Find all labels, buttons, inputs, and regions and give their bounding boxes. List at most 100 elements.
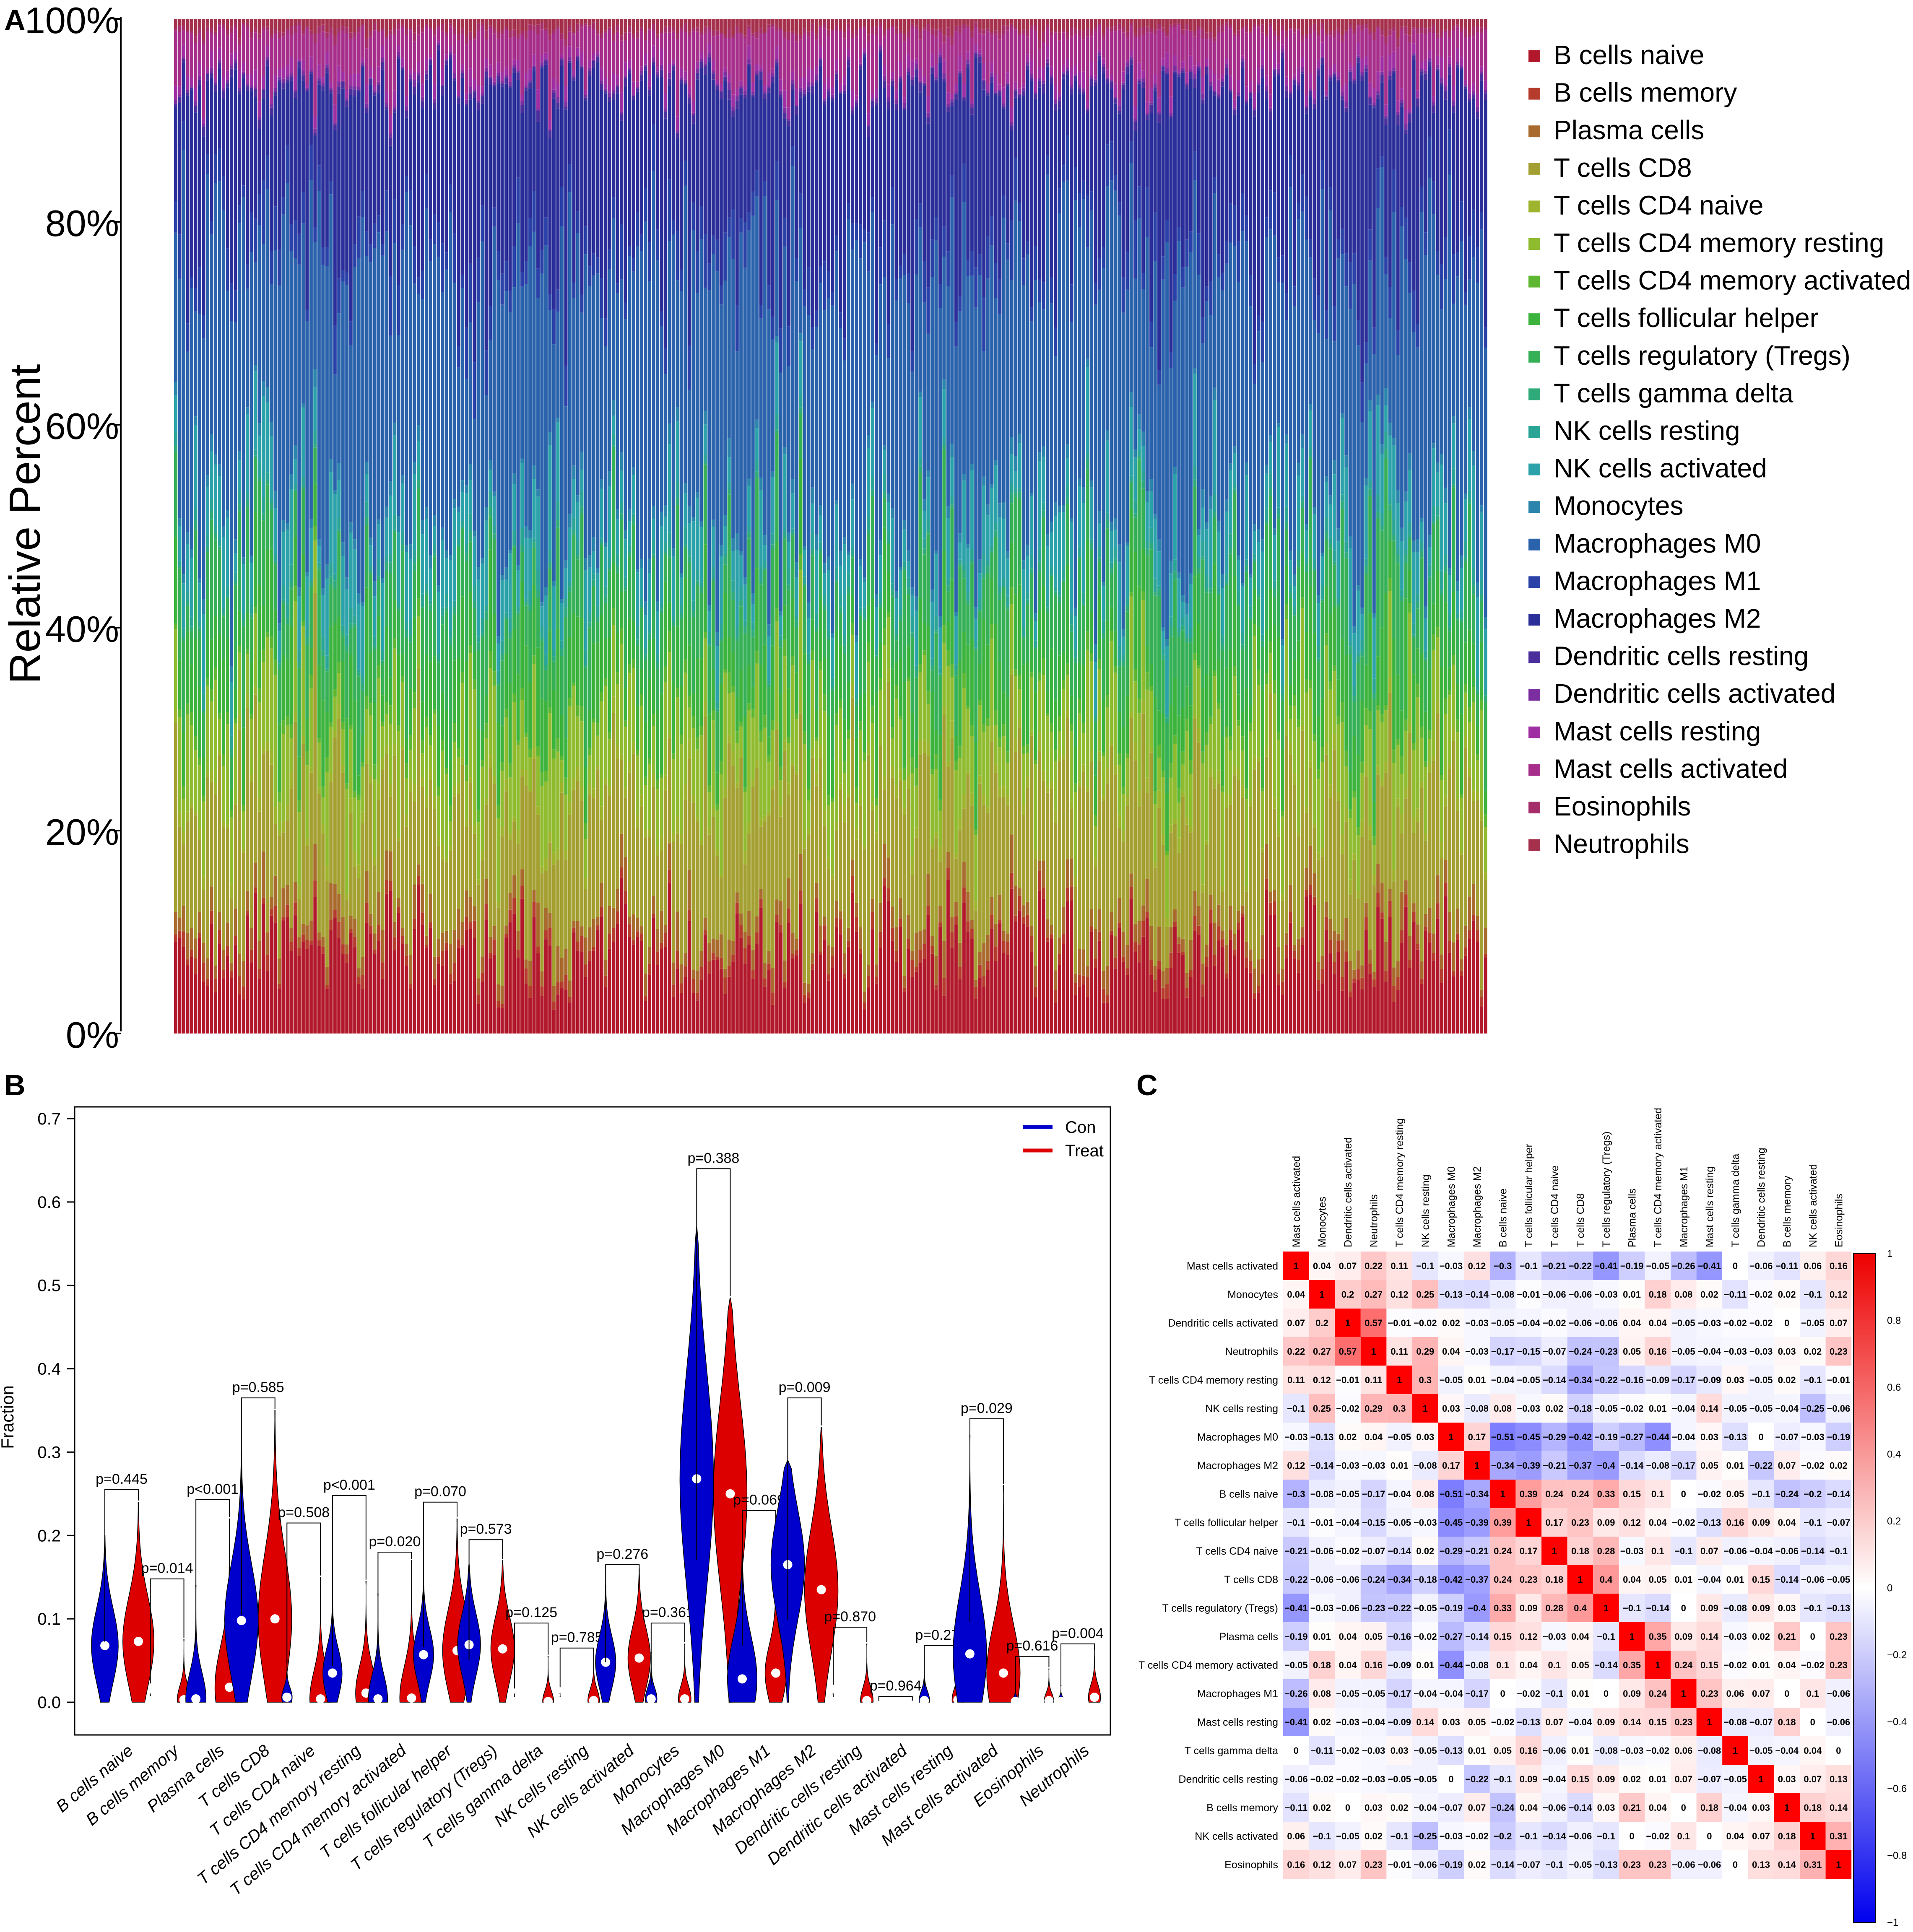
- bar-segment: [496, 73, 500, 76]
- bar-segment: [946, 27, 950, 37]
- bar-segment: [401, 24, 405, 27]
- bar-segment: [437, 846, 440, 939]
- bar-segment: [588, 622, 592, 628]
- bar-segment: [520, 35, 524, 95]
- bar-segment: [743, 948, 747, 964]
- bar-segment: [229, 978, 233, 1034]
- bar-segment: [421, 608, 424, 702]
- bar-segment: [823, 83, 827, 99]
- bar-segment: [982, 485, 986, 554]
- bar-segment: [668, 883, 671, 1034]
- sample-bar: [508, 19, 512, 1034]
- bar-segment: [210, 19, 213, 28]
- bar-segment: [819, 505, 823, 516]
- bar-segment: [966, 19, 970, 26]
- bar-segment: [644, 19, 647, 33]
- bar-segment: [691, 795, 695, 803]
- bar-segment: [580, 706, 584, 722]
- bar-segment: [922, 302, 926, 500]
- bar-segment: [309, 69, 313, 72]
- bar-segment: [273, 491, 277, 508]
- bar-segment: [866, 271, 871, 435]
- bar-segment: [855, 95, 858, 100]
- bar-segment: [576, 705, 580, 717]
- bar-segment: [321, 595, 325, 636]
- bar-segment: [564, 106, 568, 110]
- bar-segment: [301, 621, 305, 627]
- bar-segment: [775, 433, 779, 542]
- bar-segment: [791, 535, 795, 599]
- bar-segment: [914, 58, 918, 64]
- bar-segment: [759, 826, 763, 890]
- bar-segment: [341, 625, 345, 631]
- bar-segment: [978, 705, 982, 776]
- bar-segment: [687, 103, 691, 346]
- bar-segment: [429, 568, 432, 601]
- bar-segment: [234, 908, 237, 936]
- bar-segment: [548, 128, 552, 131]
- bar-segment: [1034, 966, 1037, 987]
- bar-segment: [946, 518, 950, 579]
- bar-segment: [492, 784, 496, 926]
- bar-segment: [731, 955, 735, 962]
- bar-segment: [803, 744, 807, 840]
- sample-bar: [174, 19, 178, 1034]
- bar-segment: [787, 878, 791, 909]
- bar-segment: [576, 540, 580, 555]
- sample-bar: [361, 19, 365, 1034]
- bar-segment: [914, 28, 918, 59]
- bar-segment: [998, 895, 1002, 920]
- bar-segment: [795, 955, 799, 1034]
- bar-segment: [190, 802, 194, 808]
- bar-segment: [663, 791, 667, 925]
- bar-segment: [329, 19, 333, 29]
- bar-segment: [425, 654, 429, 717]
- bar-segment: [930, 29, 934, 35]
- bar-segment: [250, 950, 253, 963]
- bar-segment: [269, 503, 273, 510]
- bar-segment: [707, 645, 711, 715]
- bar-segment: [926, 530, 930, 534]
- bar-segment: [628, 246, 632, 256]
- bar-segment: [237, 223, 241, 451]
- bar-segment: [405, 19, 408, 28]
- bar-segment: [759, 730, 763, 742]
- bar-segment: [202, 614, 205, 693]
- bar-segment: [345, 90, 349, 99]
- bar-segment: [261, 30, 265, 76]
- bar-segment: [452, 723, 456, 742]
- bar-segment: [273, 19, 277, 29]
- bar-segment: [437, 938, 440, 957]
- bar-segment: [437, 19, 440, 25]
- bar-segment: [425, 808, 429, 936]
- bar-segment: [321, 947, 325, 954]
- bar-segment: [186, 19, 190, 30]
- bar-segment: [1014, 27, 1018, 30]
- bar-segment: [457, 367, 460, 507]
- bar-segment: [221, 616, 225, 660]
- bar-segment: [687, 921, 691, 1034]
- bar-segment: [261, 897, 265, 904]
- bar-segment: [552, 864, 556, 986]
- bar-segment: [377, 892, 381, 925]
- bar-segment: [759, 305, 763, 319]
- bar-segment: [429, 610, 432, 662]
- bar-segment: [938, 861, 942, 906]
- bar-segment: [751, 19, 755, 34]
- bar-segment: [492, 226, 496, 492]
- bar-segment: [218, 719, 221, 750]
- bar-segment: [639, 19, 643, 28]
- bar-segment: [771, 68, 775, 73]
- bar-segment: [962, 19, 966, 24]
- bar-segment: [353, 919, 357, 937]
- bar-segment: [612, 34, 616, 41]
- bar-segment: [329, 576, 333, 585]
- sample-bar: [353, 19, 357, 1034]
- bar-segment: [978, 29, 982, 34]
- bar-segment: [962, 29, 966, 84]
- bar-segment: [548, 34, 552, 40]
- bar-segment: [882, 776, 886, 790]
- bar-segment: [918, 392, 922, 397]
- bar-segment: [516, 570, 520, 607]
- bar-segment: [954, 664, 958, 669]
